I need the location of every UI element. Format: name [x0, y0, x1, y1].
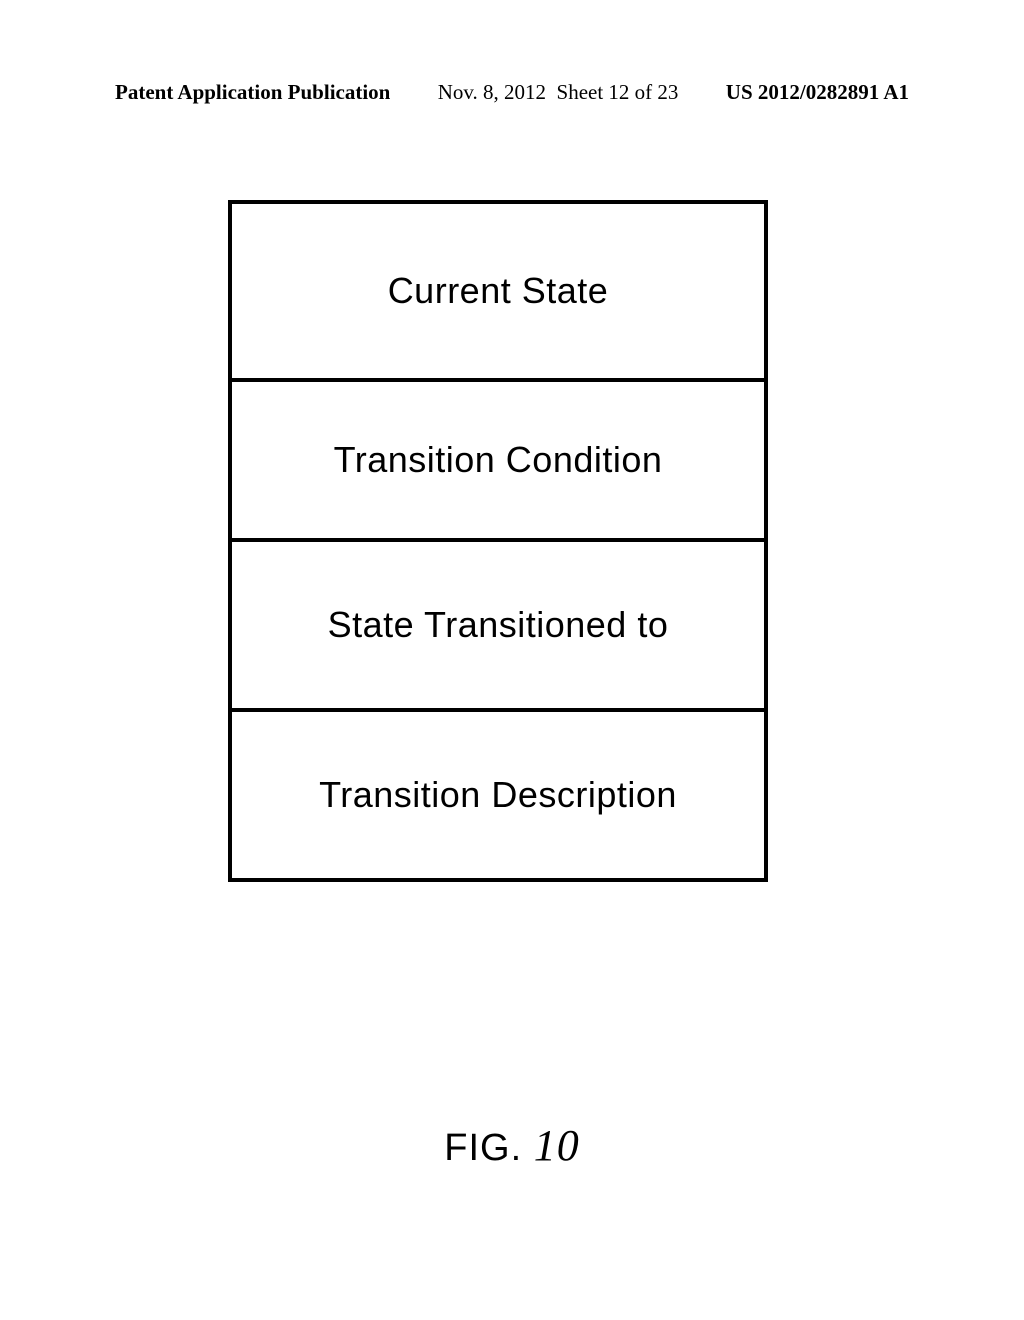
- page-header: Patent Application Publication Nov. 8, 2…: [0, 80, 1024, 105]
- figure-prefix: FIG.: [444, 1127, 522, 1169]
- publication-date: Nov. 8, 2012: [438, 80, 546, 104]
- figure-caption: FIG. 10: [0, 1120, 1024, 1171]
- diagram-box-current-state: Current State: [228, 200, 768, 382]
- publication-number: US 2012/0282891 A1: [726, 80, 909, 105]
- box-label: Transition Description: [319, 774, 677, 816]
- diagram-box-state-transitioned-to: State Transitioned to: [228, 542, 768, 712]
- diagram-box-transition-condition: Transition Condition: [228, 382, 768, 542]
- sheet-info: Sheet 12 of 23: [557, 80, 679, 104]
- publication-date-sheet: Nov. 8, 2012 Sheet 12 of 23: [438, 80, 679, 105]
- figure-number: 10: [534, 1121, 580, 1170]
- box-label: Current State: [388, 270, 609, 312]
- state-transition-diagram: Current State Transition Condition State…: [228, 200, 768, 882]
- publication-type: Patent Application Publication: [115, 80, 390, 105]
- box-label: State Transitioned to: [328, 604, 669, 646]
- box-label: Transition Condition: [334, 439, 663, 481]
- diagram-box-transition-description: Transition Description: [228, 712, 768, 882]
